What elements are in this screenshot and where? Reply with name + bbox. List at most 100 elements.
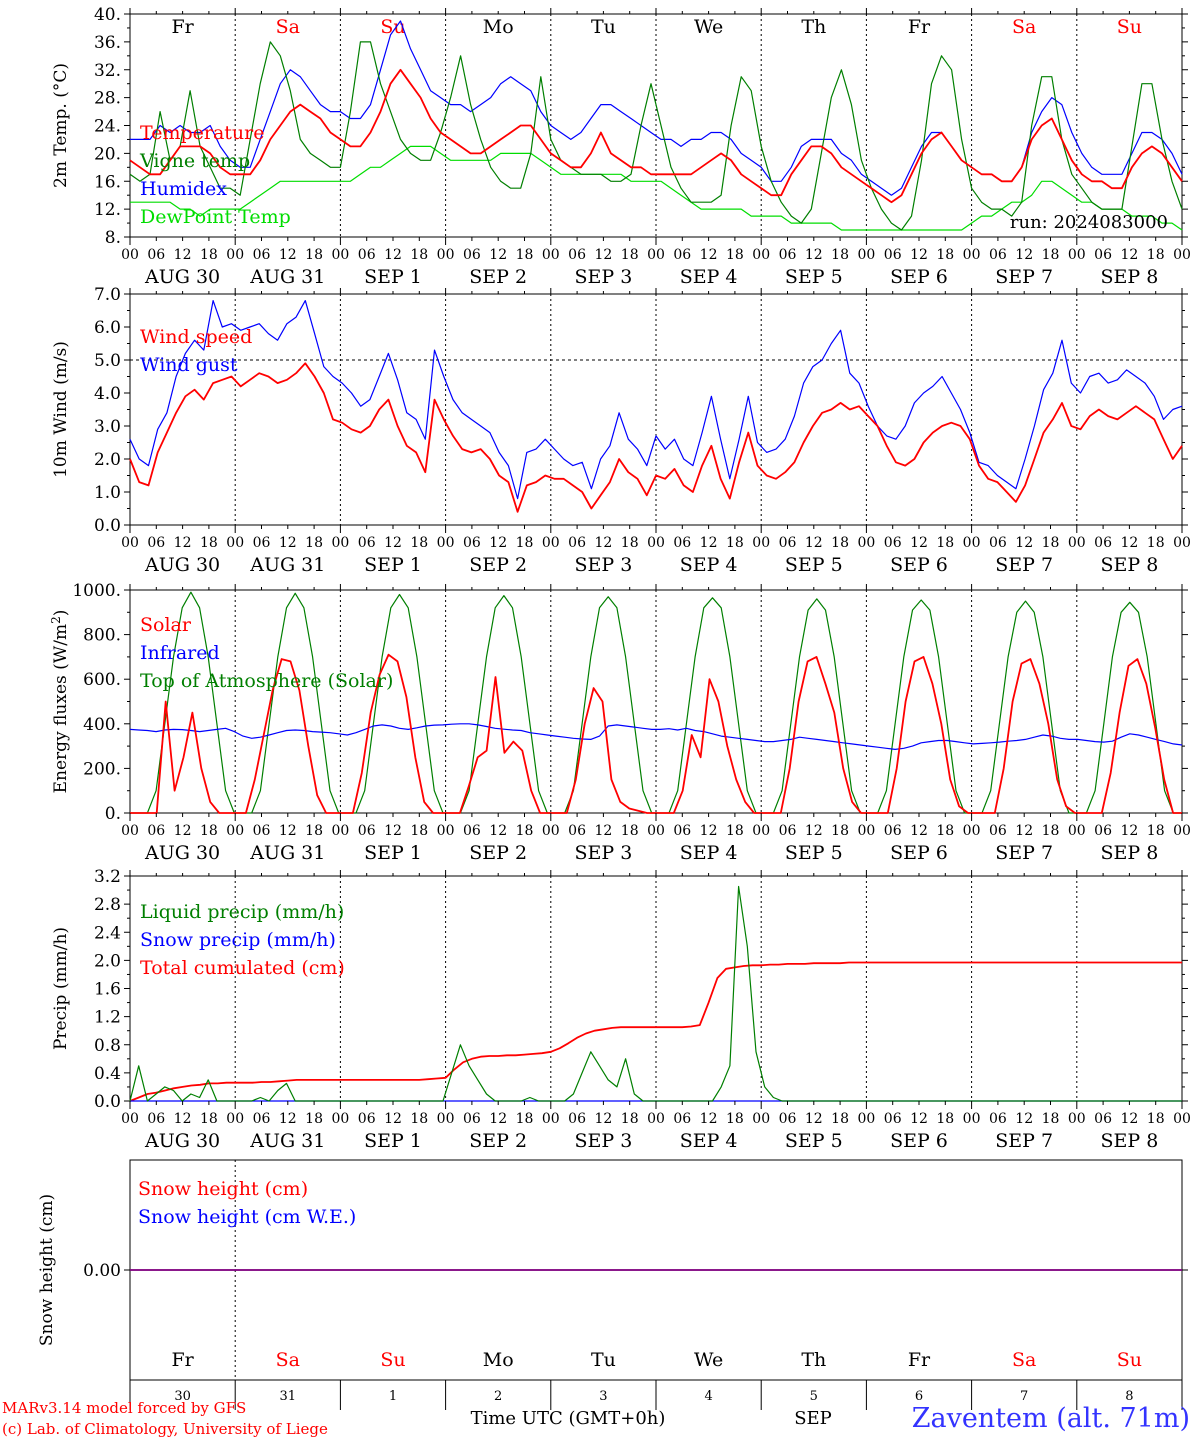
date-label: SEP 3 (574, 842, 632, 864)
date-label: SEP 1 (364, 842, 422, 864)
date-label: SEP 8 (1100, 1130, 1158, 1152)
hour-tick-label: 00 (1068, 247, 1086, 263)
hour-tick-label: 18 (831, 247, 849, 263)
hour-tick-label: 00 (226, 1111, 244, 1127)
hour-tick-label: 06 (989, 535, 1007, 551)
weekday-label: Th (801, 1349, 826, 1371)
weekday-label: Sa (1012, 16, 1036, 38)
hour-tick-label: 06 (989, 1111, 1007, 1127)
hour-tick-label: 12 (279, 823, 297, 839)
hour-tick-label: 18 (1042, 247, 1060, 263)
weekday-label: Tu (591, 1349, 616, 1371)
hour-tick-label: 06 (147, 823, 165, 839)
hour-tick-label: 00 (226, 535, 244, 551)
hour-tick-label: 18 (831, 823, 849, 839)
hour-tick-label: 06 (253, 535, 271, 551)
hour-tick-label: 12 (279, 1111, 297, 1127)
hour-tick-label: 12 (700, 247, 718, 263)
y-tick-label: 16. (94, 172, 121, 192)
series-line (129, 41, 1183, 231)
panel-3: 0. 200. 400. 600. 800. 1000.Energy fluxes (W/… (49, 581, 1191, 864)
hour-tick-label: 18 (621, 823, 639, 839)
hour-tick-label: 12 (384, 247, 402, 263)
hour-tick-label: 00 (331, 823, 349, 839)
date-label: SEP 5 (785, 1130, 843, 1152)
hour-tick-label: 12 (1120, 535, 1138, 551)
weekday-label: Mo (483, 16, 514, 38)
date-label: SEP 2 (469, 1130, 527, 1152)
date-label: SEP 8 (1100, 554, 1158, 576)
hour-tick-label: 00 (331, 1111, 349, 1127)
date-label: AUG 30 (144, 842, 220, 864)
hour-tick-label: 06 (1094, 247, 1112, 263)
hour-tick-label: 18 (1147, 1111, 1165, 1127)
hour-tick-label: 00 (963, 1111, 981, 1127)
y-tick-label: 0.00 (83, 1261, 121, 1281)
weekday-label: Sa (276, 1349, 300, 1371)
hour-tick-label: 18 (200, 823, 218, 839)
hour-tick-label: 06 (779, 823, 797, 839)
weekday-label: Tu (591, 16, 616, 38)
hour-tick-label: 18 (200, 247, 218, 263)
date-label: SEP 3 (574, 266, 632, 288)
hour-tick-label: 12 (700, 1111, 718, 1127)
y-tick-label: 0.0 (94, 1092, 121, 1112)
date-label: SEP 6 (890, 1130, 948, 1152)
day-number-label: 8 (1125, 1389, 1133, 1404)
hour-tick-label: 12 (1120, 1111, 1138, 1127)
series-line (129, 362, 1183, 513)
hour-tick-label: 18 (516, 1111, 534, 1127)
y-tick-label: 2.0 (94, 450, 121, 470)
hour-tick-label: 00 (121, 823, 139, 839)
day-number-label: 6 (915, 1389, 923, 1404)
hour-tick-label: 06 (779, 247, 797, 263)
date-label: SEP 2 (469, 554, 527, 576)
hour-tick-label: 18 (516, 535, 534, 551)
date-label: SEP 8 (1100, 266, 1158, 288)
legend-entry: Top of Atmosphere (Solar) (140, 670, 393, 692)
hour-tick-label: 00 (647, 1111, 665, 1127)
hour-tick-label: 06 (884, 1111, 902, 1127)
hour-tick-label: 18 (726, 823, 744, 839)
panel-2: 0.0 1.0 2.0 3.0 4.0 5.0 6.0 7.0 10m Wind (m/s) Wi… (51, 285, 1191, 576)
series-line (129, 300, 1183, 500)
hour-tick-label: 12 (174, 1111, 192, 1127)
hour-tick-label: 00 (752, 823, 770, 839)
hour-tick-label: 06 (673, 823, 691, 839)
weekday-label: Sa (276, 16, 300, 38)
hour-tick-label: 18 (726, 1111, 744, 1127)
y-tick-label: 3.0 (94, 417, 121, 437)
hour-tick-label: 12 (910, 823, 928, 839)
hour-tick-label: 12 (594, 823, 612, 839)
hour-tick-label: 00 (437, 1111, 455, 1127)
date-label: AUG 30 (144, 554, 220, 576)
y-tick-label: 3.2 (94, 867, 121, 887)
hour-tick-label: 00 (857, 535, 875, 551)
hour-tick-label: 18 (516, 823, 534, 839)
hour-tick-label: 12 (174, 823, 192, 839)
hour-tick-label: 18 (726, 535, 744, 551)
hour-tick-label: 12 (594, 1111, 612, 1127)
hour-tick-label: 06 (989, 823, 1007, 839)
hour-tick-label: 00 (121, 1111, 139, 1127)
y-axis-label-close: ) (51, 610, 71, 617)
chart-panels: 8.12.16.20.24.28.32.36.40.2m Temp. (°C)F… (37, 5, 1191, 1410)
date-label: AUG 30 (144, 1130, 220, 1152)
date-label: AUG 31 (249, 1130, 325, 1152)
hour-tick-label: 00 (542, 1111, 560, 1127)
hour-tick-label: 12 (489, 535, 507, 551)
hour-tick-label: 06 (568, 823, 586, 839)
time-axis-label: Time UTC (GMT+0h) (471, 1408, 666, 1429)
day-number-label: 4 (704, 1389, 712, 1404)
hour-tick-label: 18 (831, 535, 849, 551)
day-number-label: 30 (174, 1389, 191, 1404)
date-label: SEP 1 (364, 266, 422, 288)
hour-tick-label: 00 (331, 535, 349, 551)
panel-4: 0.0 0.4 0.8 1.2 1.6 2.0 2.4 2.8 3.2 Precip (mm/h)… (51, 867, 1191, 1152)
panel-1: 8. 12. 16. 20. 24. 28. 32. 36. 40. 2m Temp. (°C) F… (51, 5, 1191, 288)
y-tick-label: 0.4 (94, 1064, 121, 1084)
hour-tick-label: 12 (910, 1111, 928, 1127)
day-number-label: 3 (599, 1389, 607, 1404)
y-tick-label: 40. (94, 5, 121, 25)
hour-tick-label: 06 (673, 535, 691, 551)
